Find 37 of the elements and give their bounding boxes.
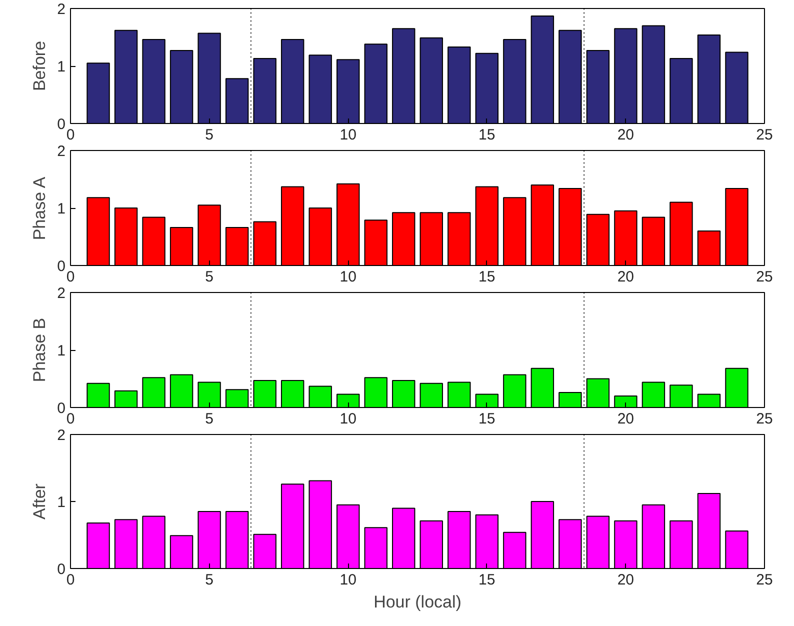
x-tick-label: 20 bbox=[617, 268, 634, 286]
x-tick-label: 5 bbox=[205, 268, 214, 286]
x-tick-label: 15 bbox=[478, 126, 496, 144]
x-tick-label: 25 bbox=[756, 126, 773, 144]
x-tick-label: 5 bbox=[205, 126, 214, 144]
x-tick-label: 15 bbox=[478, 268, 496, 286]
x-tick-label: 20 bbox=[617, 572, 634, 588]
y-tick-label: 0 bbox=[57, 258, 66, 275]
x-tick-label: 25 bbox=[756, 268, 773, 286]
y-tick-label: 1 bbox=[57, 494, 66, 511]
y-tick-label: 0 bbox=[57, 561, 66, 578]
y-tick-label: 1 bbox=[57, 200, 66, 218]
x-tick-label: 20 bbox=[617, 410, 634, 428]
y-tick-label: 0 bbox=[57, 116, 66, 133]
y-tick-label: 2 bbox=[57, 285, 66, 302]
y-axis-title: Phase B bbox=[30, 318, 50, 382]
x-tick-label: 15 bbox=[478, 410, 496, 428]
y-axis-title: Before bbox=[30, 40, 50, 92]
x-tick-label: 10 bbox=[340, 126, 356, 144]
y-tick-label: 2 bbox=[57, 143, 66, 160]
x-tick-label: 10 bbox=[340, 572, 356, 588]
y-axis-title: Phase A bbox=[30, 176, 50, 240]
x-axis-title: Hour (local) bbox=[374, 592, 462, 612]
x-tick-label: 25 bbox=[756, 410, 773, 428]
x-tick-label: 10 bbox=[340, 268, 356, 286]
x-tick-label: 20 bbox=[617, 126, 634, 144]
x-tick-label: 5 bbox=[205, 572, 214, 588]
y-tick-label: 1 bbox=[57, 342, 66, 360]
y-tick-label: 1 bbox=[57, 58, 66, 76]
x-tick-label: 25 bbox=[756, 572, 773, 588]
y-tick-label: 2 bbox=[57, 1, 66, 18]
y-axis-title: After bbox=[30, 483, 50, 520]
x-tick-label: 10 bbox=[340, 410, 356, 428]
y-tick-label: 2 bbox=[57, 427, 66, 444]
y-tick-label: 0 bbox=[57, 400, 66, 417]
x-tick-label: 15 bbox=[478, 572, 496, 588]
x-tick-label: 5 bbox=[205, 410, 214, 428]
